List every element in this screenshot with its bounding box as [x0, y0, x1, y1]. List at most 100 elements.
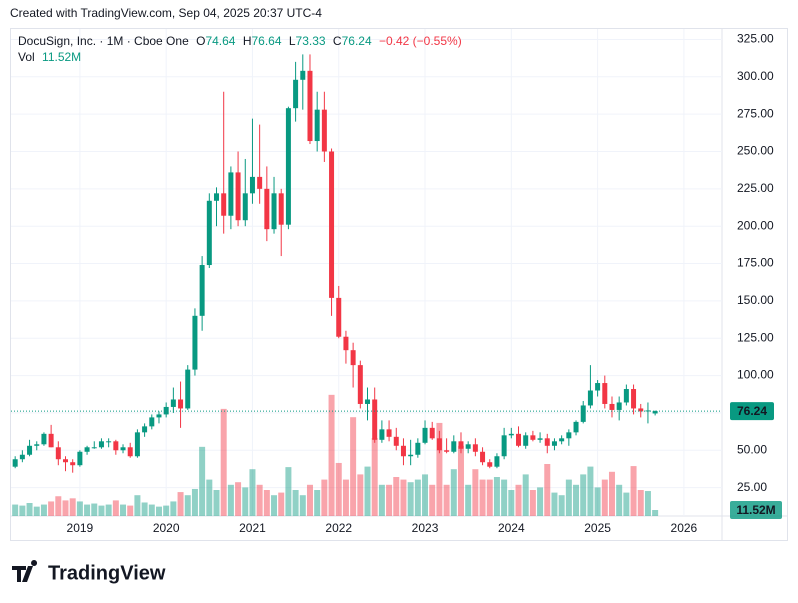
y-tick-label: 250.00	[737, 144, 774, 158]
volume-bar	[199, 446, 206, 516]
volume-bar	[371, 438, 378, 516]
volume-bar	[40, 504, 47, 516]
volume-bar	[48, 501, 55, 516]
volume-bar	[558, 495, 565, 516]
volume-bar	[206, 479, 213, 516]
candle-body	[480, 451, 486, 463]
y-tick-label: 25.00	[737, 480, 767, 494]
volume-bar	[493, 477, 500, 516]
candle-body	[12, 459, 18, 467]
candle-body	[249, 176, 255, 194]
volume-bar	[148, 504, 155, 516]
candle-body	[530, 435, 536, 440]
volume-bar	[544, 464, 551, 516]
volume-bar	[594, 487, 601, 516]
volume-bar	[120, 504, 127, 516]
volume-bar	[76, 501, 83, 516]
candle-body	[293, 79, 299, 109]
candle-body	[163, 406, 169, 415]
volume-bar	[184, 495, 191, 516]
last-price-box	[730, 402, 774, 421]
volume-bar	[616, 484, 623, 516]
volume-bar	[537, 487, 544, 516]
candle-body	[199, 265, 205, 316]
volume-bar	[637, 490, 644, 516]
candle-body	[372, 399, 378, 440]
volume-bar	[357, 474, 364, 516]
candle-body	[91, 447, 97, 449]
volume-bar	[263, 490, 270, 516]
x-tick-label: 2021	[239, 521, 266, 535]
candle-body	[444, 450, 450, 452]
candle-body	[170, 399, 176, 407]
candle-body	[623, 389, 629, 403]
candle-body	[408, 454, 414, 457]
ohlc-value: 74.64	[205, 34, 235, 48]
y-tick-label: 300.00	[737, 69, 774, 83]
volume-bar	[12, 504, 19, 516]
volume-bar	[393, 477, 400, 516]
volume-bar	[299, 495, 306, 516]
candle-body	[278, 193, 284, 225]
volume-bar	[508, 490, 515, 516]
candle-body	[357, 365, 363, 404]
volume-bar	[587, 466, 594, 516]
candle-body	[329, 151, 335, 298]
last-price-label: 76.24	[737, 404, 767, 418]
candle-body	[185, 369, 191, 409]
candle-body	[77, 451, 83, 466]
volume-bar	[134, 495, 141, 516]
ohlc-letter: C	[333, 34, 342, 48]
x-tick-label: 2020	[153, 521, 180, 535]
frame	[10, 28, 788, 541]
volume-bar	[328, 394, 335, 516]
candle-body	[214, 193, 220, 201]
candle-body	[595, 383, 601, 391]
volume-bar	[551, 492, 558, 516]
y-tick-label: 100.00	[737, 368, 774, 382]
volume-bar	[306, 484, 313, 516]
candle-body	[142, 426, 148, 433]
volume-bar	[235, 482, 242, 516]
candle-body	[70, 462, 76, 466]
candle-body	[314, 109, 320, 142]
volume-bar	[443, 484, 450, 516]
y-tick-label: 225.00	[737, 181, 774, 195]
candle-body	[436, 438, 442, 451]
x-tick-label: 2022	[325, 521, 352, 535]
candle-body	[48, 433, 54, 448]
volume-bar	[191, 488, 198, 516]
volume-bar	[386, 484, 393, 516]
candle-body	[228, 172, 234, 216]
candle-body	[271, 193, 277, 230]
volume-bar	[422, 474, 429, 516]
volume-bar	[220, 408, 227, 516]
x-tick-label: 2026	[671, 521, 698, 535]
candle-body	[609, 403, 615, 410]
volume-bar	[378, 484, 385, 516]
candle-body	[343, 336, 349, 351]
volume-bar	[436, 422, 443, 516]
candle-body	[206, 200, 212, 266]
volume-bar	[350, 417, 357, 516]
volume-bar	[457, 445, 464, 516]
candle-body	[551, 441, 557, 446]
volume-bar	[623, 492, 630, 516]
volume-bar	[644, 491, 651, 516]
ohlc-value: 76.64	[251, 34, 281, 48]
candle-body	[616, 402, 622, 410]
y-tick-label: 275.00	[737, 106, 774, 120]
volume-pane	[12, 394, 659, 516]
y-tick-label: 175.00	[737, 256, 774, 270]
candle-body	[27, 445, 33, 455]
volume-bar	[55, 496, 62, 516]
candle-body	[55, 447, 61, 460]
volume-bar	[249, 469, 256, 516]
candle-body	[587, 390, 593, 406]
change: −0.42 (−0.55%)	[379, 34, 462, 48]
volume-bar	[227, 484, 234, 516]
candle-body	[501, 435, 507, 457]
